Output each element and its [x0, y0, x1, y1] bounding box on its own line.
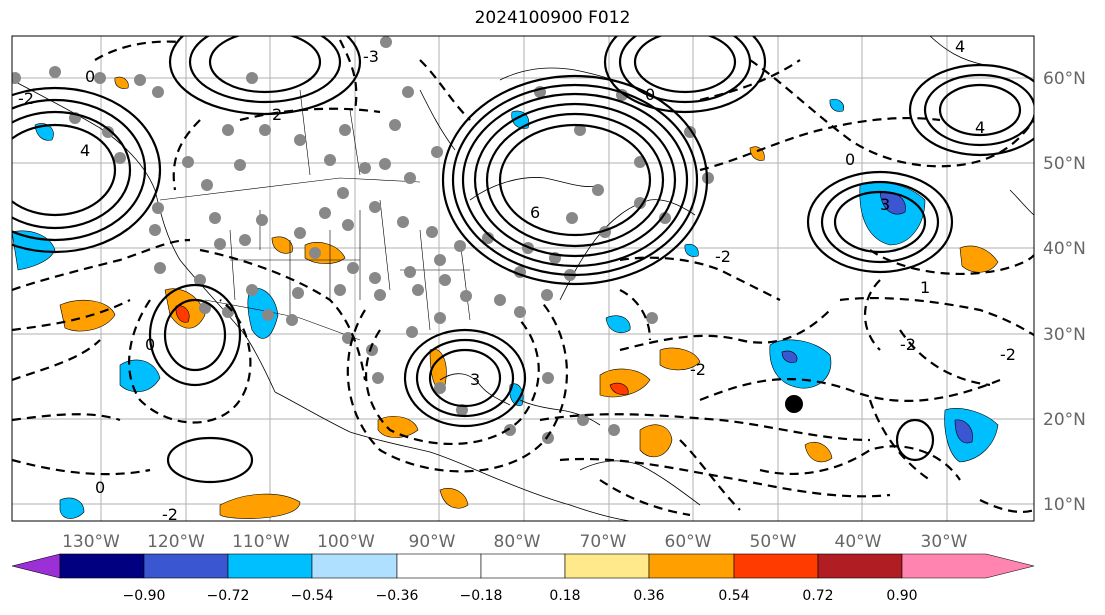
contour-label: 0: [95, 478, 105, 497]
contour-label: 0: [845, 150, 855, 169]
colorbar-tick-label: 0.36: [633, 588, 664, 604]
lat-label: 60°N: [1043, 69, 1086, 89]
colorbar: [11, 553, 1035, 579]
map-frame: [11, 35, 1035, 522]
contour-label: -3: [363, 47, 379, 66]
colorbar-tick-label: −0.36: [376, 588, 419, 604]
positive-contours: [12, 36, 1034, 484]
contour-label: 1: [920, 278, 930, 297]
lat-label: 50°N: [1043, 154, 1086, 174]
lon-label: 50°W: [750, 532, 797, 552]
colorbar-segment: [564, 553, 650, 579]
contour-label: 6: [530, 203, 540, 222]
lon-label: 120°W: [147, 532, 205, 552]
contour-label: -2: [715, 247, 731, 266]
lon-label: 70°W: [580, 532, 627, 552]
colorbar-tick-label: 0.72: [802, 588, 833, 604]
contour-label: -2: [900, 335, 916, 354]
colorbar-segment: [648, 553, 735, 579]
colorbar-segment: [227, 553, 313, 579]
colorbar-tick-label: −0.72: [207, 588, 250, 604]
map-content: -2 0 4 2 -3 6 0 0 3 4 4 3 0 0 1 -2 -2 -2…: [12, 36, 1034, 524]
colorbar-tick-labels: −0.90 −0.72 −0.54 −0.36 −0.18 0.18 0.36 …: [123, 588, 918, 604]
colorbar-tick-label: 0.90: [886, 588, 917, 604]
colorbar-tick-label: 0.18: [549, 588, 580, 604]
lat-label: 40°N: [1043, 239, 1086, 259]
lat-label: 10°N: [1043, 495, 1086, 515]
latitude-labels: 60°N 50°N 40°N 30°N 20°N 10°N: [1043, 69, 1086, 515]
colorbar-tick-label: 0.54: [718, 588, 749, 604]
contour-label: 2: [272, 105, 282, 124]
contour-label: -2: [18, 89, 34, 108]
colorbar-segment: [143, 553, 229, 579]
colorbar-tick-label: −0.18: [460, 588, 503, 604]
longitude-labels: 130°W 120°W 110°W 100°W 90°W 80°W 70°W 6…: [62, 532, 968, 552]
contour-label: -2: [690, 360, 706, 379]
contour-label: -2: [162, 505, 178, 524]
storm-center-marker: [785, 395, 803, 413]
map-title: 2024100900 F012: [474, 8, 631, 28]
contour-label: 0: [145, 335, 155, 354]
colorbar-segment: [59, 553, 145, 579]
colorbar-segment: [817, 553, 903, 579]
contour-label: 0: [85, 67, 95, 86]
contour-label: 4: [955, 37, 965, 56]
colorbar-tick-label: −0.54: [291, 588, 334, 604]
lon-label: 30°W: [921, 532, 968, 552]
lon-label: 90°W: [409, 532, 456, 552]
lon-label: 40°W: [835, 532, 882, 552]
colorbar-segment: [733, 553, 819, 579]
contour-label: -2: [1000, 345, 1016, 364]
lon-label: 130°W: [62, 532, 120, 552]
lon-label: 110°W: [232, 532, 290, 552]
contour-labels: -2 0 4 2 -3 6 0 0 3 4 4 3 0 0 1 -2 -2 -2…: [18, 37, 1016, 524]
colorbar-tick-label: −0.90: [123, 588, 166, 604]
contour-label: 3: [880, 195, 890, 214]
contour-label: 0: [645, 85, 655, 104]
colorbar-segment: [11, 553, 61, 579]
contour-label: 4: [975, 118, 985, 137]
colorbar-segment: [396, 553, 482, 579]
lat-label: 20°N: [1043, 410, 1086, 430]
colorbar-segment: [311, 553, 398, 579]
colorbar-segment: [901, 553, 1035, 579]
negative-contours: [12, 39, 1034, 517]
lon-label: 60°W: [665, 532, 712, 552]
colorbar-segment: [480, 553, 566, 579]
borders: [159, 89, 471, 341]
lon-label: 80°W: [494, 532, 541, 552]
lon-label: 100°W: [317, 532, 375, 552]
contour-label: 3: [470, 370, 480, 389]
contour-label: 4: [80, 141, 90, 160]
lat-label: 30°N: [1043, 325, 1086, 345]
